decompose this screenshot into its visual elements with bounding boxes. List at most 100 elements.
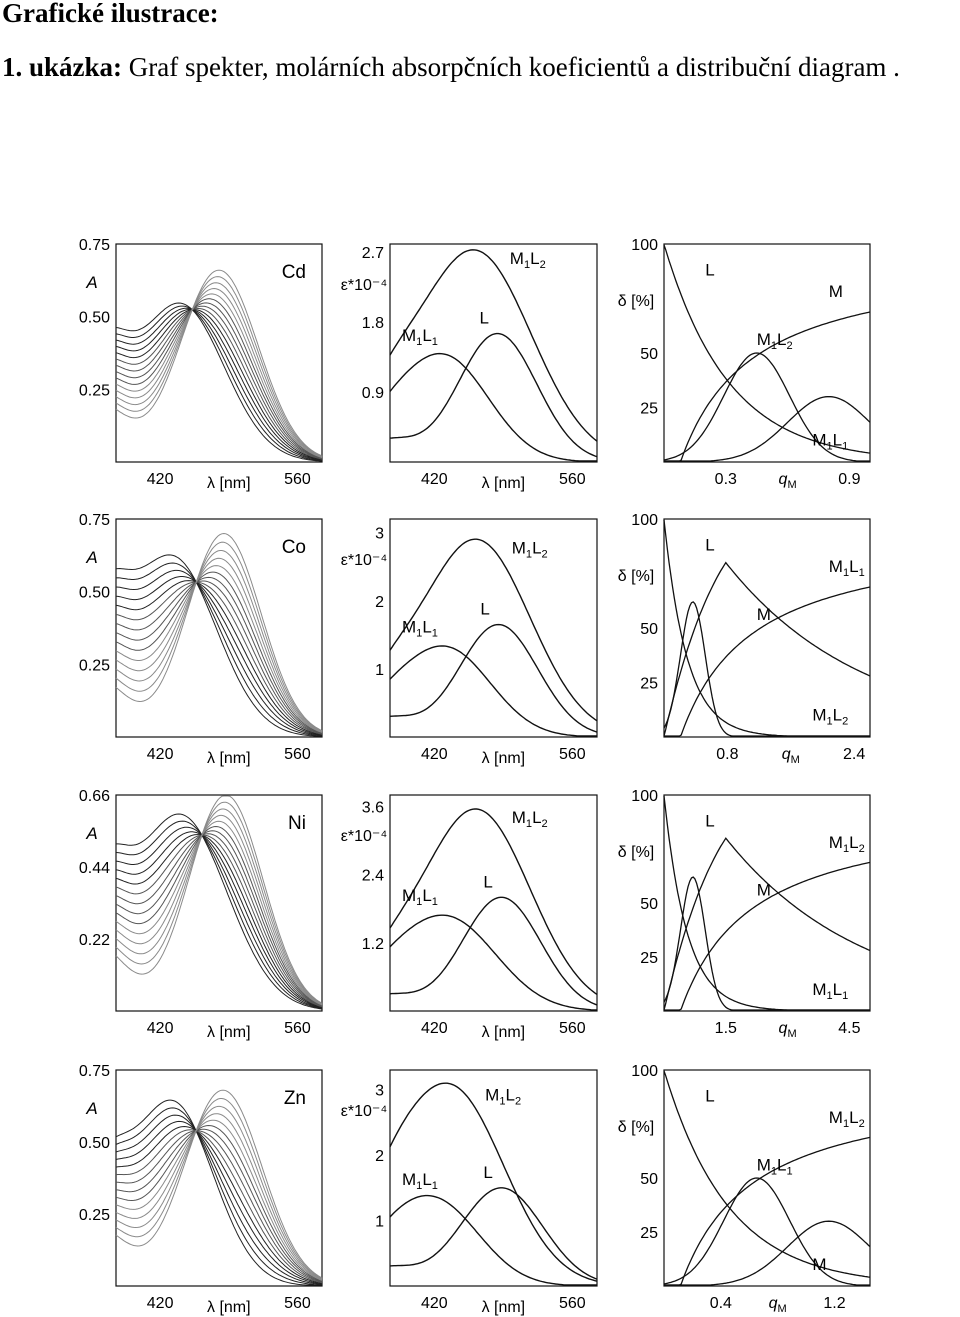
spectrum-curve bbox=[115, 298, 323, 459]
y-tick-label: 100 bbox=[631, 512, 658, 529]
y-tick-label: 25 bbox=[640, 676, 658, 693]
x-tick-label: 420 bbox=[421, 1020, 448, 1037]
epsilon-curve-m1l2 bbox=[389, 808, 598, 995]
series-label-m1l1: M1L1 bbox=[402, 326, 438, 348]
spectrum-curve bbox=[115, 1114, 323, 1286]
x-tick-label: 560 bbox=[559, 1020, 586, 1037]
series-label-m1l2: M1L2 bbox=[512, 808, 548, 830]
fraction-curve-b bbox=[664, 395, 871, 462]
y-axis-label: ε*10⁻⁴ bbox=[341, 552, 388, 569]
chart-panel-zn-distribution: 25 50 100 δ [%] 0.4 1.2 qM L M1L2 M1L1 M bbox=[618, 1063, 871, 1315]
chart-panel-cd-absorbance: 0.25 0.50 0.75 A 420 560 λ [nm] Cd bbox=[79, 237, 323, 492]
series-label-m1l1: M1L1 bbox=[402, 1170, 438, 1192]
series-label-l: L bbox=[479, 309, 488, 328]
series-label-l: L bbox=[483, 872, 492, 891]
spectrum-curve bbox=[115, 814, 323, 1006]
y-axis-label: ε*10⁻⁴ bbox=[341, 1103, 388, 1120]
y-tick-label: 0.22 bbox=[79, 932, 110, 949]
x-tick-label: 4.5 bbox=[838, 1020, 860, 1037]
spectrum-curve bbox=[115, 1107, 322, 1286]
x-axis-label: λ [nm] bbox=[207, 475, 251, 492]
x-tick-label: 420 bbox=[421, 1295, 448, 1312]
spectrum-curve bbox=[115, 581, 323, 735]
spectrum-curve bbox=[115, 795, 323, 1004]
y-tick-label: 50 bbox=[640, 346, 658, 363]
y-axis-label: A bbox=[85, 1099, 97, 1118]
spectrum-curve bbox=[115, 305, 323, 462]
y-tick-label: 100 bbox=[631, 1063, 658, 1080]
species-label-l: L bbox=[705, 811, 714, 830]
chart-panel-co-epsilon: 1 2 3 ε*10⁻⁴ 420 560 λ [nm] M1L2 L M1L1 bbox=[341, 518, 598, 767]
y-tick-label: 25 bbox=[640, 401, 658, 418]
spectrum-curve bbox=[115, 1130, 323, 1283]
spectrum-curve bbox=[115, 1113, 323, 1281]
y-tick-label: 0.50 bbox=[79, 1135, 110, 1152]
y-tick-label: 3 bbox=[375, 1083, 384, 1100]
x-axis-label: qM bbox=[782, 746, 800, 766]
x-tick-label: 560 bbox=[559, 471, 586, 488]
epsilon-curve-m1l2 bbox=[389, 1082, 598, 1282]
spectrum-curve bbox=[115, 820, 323, 1009]
species-label-m: M bbox=[757, 880, 771, 899]
y-tick-label: 0.25 bbox=[79, 382, 110, 399]
y-tick-label: 0.50 bbox=[79, 585, 110, 602]
chart-panel-cd-distribution: 25 50 100 δ [%] 0.3 0.9 qM L M M1L2 M1L1 bbox=[618, 237, 871, 491]
y-tick-label: 0.25 bbox=[79, 657, 110, 674]
spectrum-curve bbox=[115, 834, 323, 1008]
x-tick-label: 0.4 bbox=[710, 1295, 732, 1312]
spectrum-curve bbox=[115, 287, 323, 458]
plot-frame bbox=[115, 518, 323, 738]
species-label-m1l1: M1L1 bbox=[829, 557, 865, 579]
spectrum-curve bbox=[115, 580, 323, 736]
species-label-l: L bbox=[705, 260, 714, 279]
spectrum-curve bbox=[115, 309, 323, 460]
species-label-l: L bbox=[705, 1086, 714, 1105]
fraction-curve-b bbox=[664, 1220, 871, 1286]
x-tick-label: 1.2 bbox=[823, 1295, 845, 1312]
plot-frame bbox=[389, 243, 598, 463]
spectrum-curve bbox=[115, 309, 323, 461]
fraction-curve-a bbox=[663, 601, 870, 737]
page-title: Grafické ilustrace: bbox=[2, 0, 219, 28]
chart-panel-zn-absorbance: 0.25 0.50 0.75 A 420 560 λ [nm] Zn bbox=[79, 1063, 323, 1316]
spectrum-curve bbox=[115, 562, 323, 737]
species-label-m: M bbox=[829, 282, 843, 301]
x-tick-label: 2.4 bbox=[843, 746, 865, 763]
x-tick-label: 1.5 bbox=[715, 1020, 737, 1037]
metal-label: Cd bbox=[282, 262, 306, 283]
spectrum-curve bbox=[115, 305, 323, 460]
epsilon-curve-m1l1 bbox=[389, 914, 597, 1011]
fraction-curve-m bbox=[664, 861, 871, 1011]
chart-panel-ni-absorbance: 0.22 0.44 0.66 A 420 560 λ [nm] Ni bbox=[79, 788, 323, 1041]
chart-panel-ni-distribution: 25 50 100 δ [%] 1.5 4.5 qM L M1L2 M M1L1 bbox=[618, 788, 871, 1040]
species-label-m1l2: M1L2 bbox=[757, 330, 793, 352]
epsilon-curve-m1l1 bbox=[389, 1194, 597, 1286]
spectrum-curve bbox=[115, 302, 322, 462]
fraction-curve-a bbox=[663, 876, 870, 1011]
series-label-m1l2: M1L2 bbox=[485, 1085, 521, 1107]
y-tick-label: 3 bbox=[375, 526, 384, 543]
y-axis-label: δ [%] bbox=[618, 568, 654, 585]
spectrum-curve bbox=[115, 550, 323, 732]
plot-frame bbox=[389, 794, 598, 1012]
spectrum-curve bbox=[115, 1105, 323, 1280]
y-axis-label: A bbox=[85, 548, 97, 567]
chart-panel-ni-epsilon: 1.2 2.4 3.6 ε*10⁻⁴ 420 560 λ [nm] M1L2 L M1L1 bbox=[341, 794, 598, 1041]
epsilon-curve-m1l2 bbox=[389, 538, 598, 722]
fraction-curve-a bbox=[663, 352, 870, 462]
fraction-curve-m bbox=[664, 1136, 871, 1286]
x-tick-label: 560 bbox=[559, 1295, 586, 1312]
y-tick-label: 2 bbox=[375, 594, 384, 611]
series-label-m1l2: M1L2 bbox=[510, 249, 546, 271]
metal-label: Zn bbox=[284, 1088, 306, 1109]
spectrum-curve bbox=[115, 557, 323, 733]
x-tick-label: 420 bbox=[421, 471, 448, 488]
plot-frame bbox=[115, 794, 323, 1012]
spectrum-curve bbox=[115, 833, 323, 1007]
spectrum-curve bbox=[115, 820, 323, 1006]
metal-label: Ni bbox=[288, 813, 306, 834]
species-label-m1l2: M1L2 bbox=[829, 1108, 865, 1130]
spectrum-curve bbox=[115, 569, 323, 736]
y-tick-label: 50 bbox=[640, 896, 658, 913]
